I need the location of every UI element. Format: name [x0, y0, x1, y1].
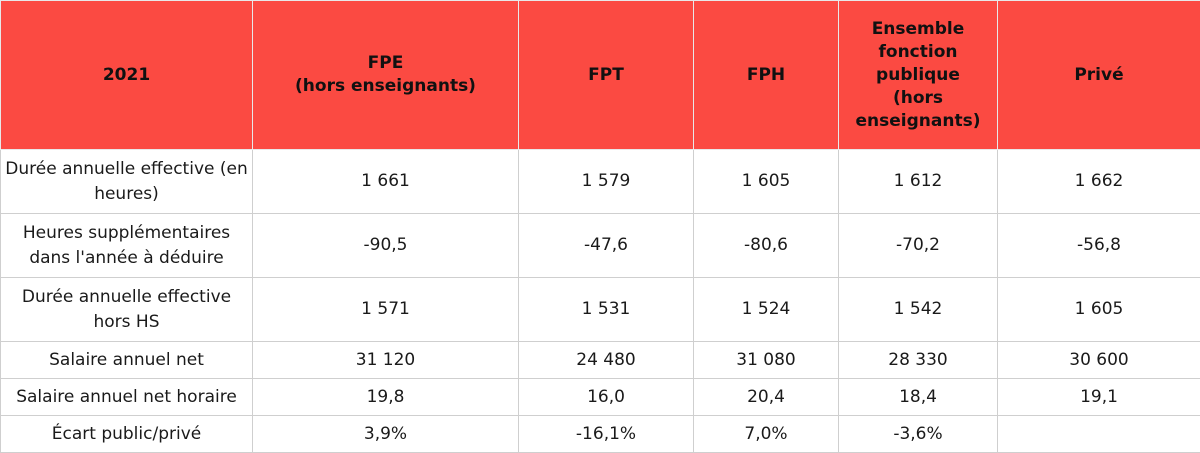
table-cell: 31 120	[253, 342, 519, 379]
table-cell: 18,4	[839, 379, 998, 416]
table-cell	[998, 416, 1200, 453]
table-cell: 1 579	[519, 150, 694, 214]
table-body: Durée annuelle effective (en heures) 1 6…	[1, 150, 1200, 453]
table-cell: 19,1	[998, 379, 1200, 416]
table-cell: 1 542	[839, 278, 998, 342]
table-row: Heures supplémentaires dans l'année à dé…	[1, 214, 1200, 278]
table-row: Salaire annuel net horaire 19,8 16,0 20,…	[1, 379, 1200, 416]
table-cell: -80,6	[694, 214, 839, 278]
table-cell: -56,8	[998, 214, 1200, 278]
table-cell: 1 571	[253, 278, 519, 342]
table-cell: 1 524	[694, 278, 839, 342]
table-cell: 30 600	[998, 342, 1200, 379]
table-cell: 28 330	[839, 342, 998, 379]
table-cell: -90,5	[253, 214, 519, 278]
table-cell: 20,4	[694, 379, 839, 416]
header-prive: Privé	[998, 1, 1200, 150]
table-cell: 1 531	[519, 278, 694, 342]
table-cell: 31 080	[694, 342, 839, 379]
table-cell: 1 662	[998, 150, 1200, 214]
header-year: 2021	[1, 1, 253, 150]
header-fpt: FPT	[519, 1, 694, 150]
header-fph: FPH	[694, 1, 839, 150]
table-cell: -47,6	[519, 214, 694, 278]
table-cell: 1 612	[839, 150, 998, 214]
table-header: 2021 FPE (hors enseignants) FPT FPH Ense…	[1, 1, 1200, 150]
table-row: Écart public/privé 3,9% -16,1% 7,0% -3,6…	[1, 416, 1200, 453]
row-label: Durée annuelle effective (en heures)	[1, 150, 253, 214]
table-cell: 19,8	[253, 379, 519, 416]
table-cell: -3,6%	[839, 416, 998, 453]
table-cell: 16,0	[519, 379, 694, 416]
row-label: Heures supplémentaires dans l'année à dé…	[1, 214, 253, 278]
table-cell: 24 480	[519, 342, 694, 379]
row-label: Durée annuelle effective hors HS	[1, 278, 253, 342]
row-label: Écart public/privé	[1, 416, 253, 453]
row-label: Salaire annuel net	[1, 342, 253, 379]
table-cell: -70,2	[839, 214, 998, 278]
table-cell: -16,1%	[519, 416, 694, 453]
table-cell: 3,9%	[253, 416, 519, 453]
header-ensemble: Ensemble fonction publique (hors enseign…	[839, 1, 998, 150]
table-cell: 7,0%	[694, 416, 839, 453]
row-label: Salaire annuel net horaire	[1, 379, 253, 416]
header-fpe: FPE (hors enseignants)	[253, 1, 519, 150]
table-cell: 1 661	[253, 150, 519, 214]
table-row: Durée annuelle effective (en heures) 1 6…	[1, 150, 1200, 214]
table-cell: 1 605	[998, 278, 1200, 342]
table-row: Salaire annuel net 31 120 24 480 31 080 …	[1, 342, 1200, 379]
table-cell: 1 605	[694, 150, 839, 214]
table-row: Durée annuelle effective hors HS 1 571 1…	[1, 278, 1200, 342]
header-row: 2021 FPE (hors enseignants) FPT FPH Ense…	[1, 1, 1200, 150]
